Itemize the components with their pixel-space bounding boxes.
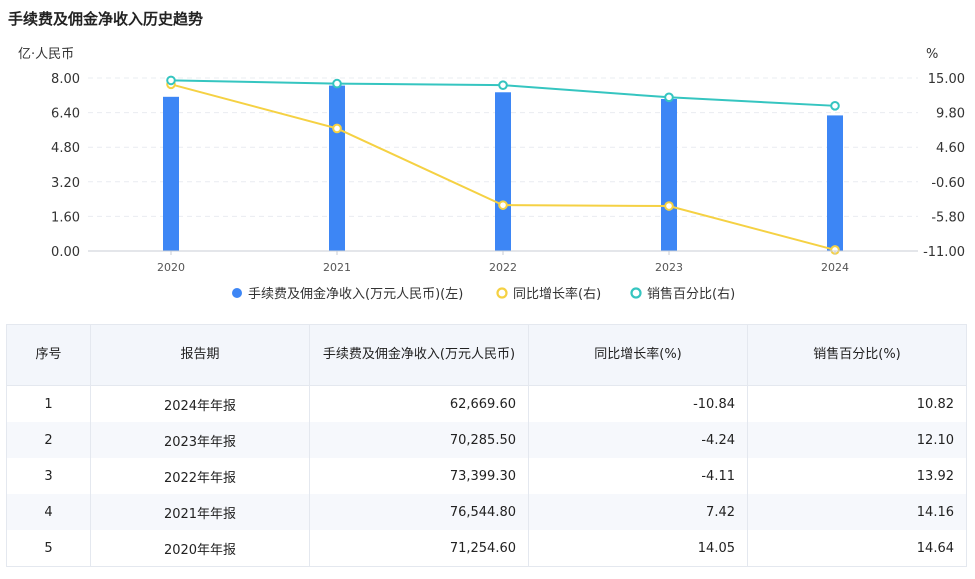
legend-marker [630, 287, 642, 299]
legend-marker [496, 287, 508, 299]
table-cell: 76,544.80 [309, 494, 529, 530]
right-tick-label: 9.80 [936, 107, 965, 122]
x-tick-label: 2024 [821, 261, 849, 274]
left-tick-label: 3.20 [51, 176, 80, 191]
sales-ratio-point [166, 75, 176, 86]
legend-ratio: 销售百分比(右) [630, 286, 735, 302]
table-cell: 5 [6, 530, 91, 567]
table-cell: 73,399.30 [309, 458, 529, 494]
table-cell: -10.84 [528, 385, 748, 422]
legend: 手续费及佣金净收入(万元人民币)(左) 同比增长率(右) 销售百分比(右) [232, 286, 735, 302]
table-cell: 1 [6, 385, 91, 422]
legend-marker [232, 288, 242, 298]
bar [661, 98, 677, 251]
table-row: 3 2022年年报 73,399.30 -4.11 13.92 [6, 458, 967, 494]
table-cell: 7.42 [528, 494, 748, 530]
right-tick-label: -0.60 [931, 176, 965, 191]
sales-ratio-point [332, 78, 342, 89]
bar [163, 96, 179, 251]
table-cell: -4.11 [528, 458, 748, 494]
growth-rate-point [332, 123, 342, 134]
table-cell: 4 [6, 494, 91, 530]
table-cell: 71,254.60 [309, 530, 529, 567]
growth-rate-point [664, 201, 674, 211]
chart: 8.00 15.00 6.40 9.80 4.80 4.60 3.20 -0.60 1.60 -5… [18, 47, 965, 302]
table-cell: 2022年年报 [90, 458, 310, 494]
table-cell: 13.92 [747, 458, 967, 494]
legend-bar: 手续费及佣金净收入(万元人民币)(左) [232, 286, 463, 302]
table-cell: 2021年年报 [90, 494, 310, 530]
column-header: 销售百分比(%) [747, 324, 967, 386]
table-row: 4 2021年年报 76,544.80 7.42 14.16 [6, 494, 967, 530]
sales-ratio-point [664, 92, 674, 103]
column-header: 同比增长率(%) [528, 324, 748, 386]
right-tick-label: -11.00 [923, 245, 965, 260]
table-row: 5 2020年年报 71,254.60 14.05 14.64 [6, 530, 967, 567]
growth-rate-point [498, 200, 508, 210]
x-tick-label: 2021 [323, 261, 351, 274]
bars [163, 85, 843, 252]
x-tick-label: 2022 [489, 261, 517, 274]
bar [827, 115, 843, 251]
left-tick-label: 8.00 [51, 72, 80, 87]
x-tick-label: 2023 [655, 261, 683, 274]
table-cell: 3 [6, 458, 91, 494]
table-cell: 2024年年报 [90, 385, 310, 422]
left-axis-unit: 亿·人民币 [18, 47, 74, 62]
bar [329, 85, 345, 251]
table-cell: 70,285.50 [309, 422, 529, 458]
column-header: 序号 [6, 324, 91, 386]
page-title: 手续费及佣金净收入历史趋势 [8, 10, 204, 28]
bar [495, 92, 511, 252]
right-axis-unit: % [926, 47, 938, 62]
table-cell: 14.16 [747, 494, 967, 530]
table-row: 2 2023年年报 70,285.50 -4.24 12.10 [6, 422, 967, 458]
left-tick-label: 0.00 [51, 245, 80, 260]
table-cell: -4.24 [528, 422, 748, 458]
legend-label: 同比增长率(右) [513, 286, 601, 302]
table-cell: 10.82 [747, 385, 967, 422]
left-tick-label: 6.40 [51, 107, 80, 122]
table-cell: 2 [6, 422, 91, 458]
right-tick-label: 15.00 [928, 72, 965, 87]
sales-ratio-point [830, 101, 840, 111]
legend-growth: 同比增长率(右) [496, 286, 601, 302]
right-tick-label: -5.80 [931, 210, 965, 225]
table-cell: 2020年年报 [90, 530, 310, 567]
column-header: 手续费及佣金净收入(万元人民币) [309, 324, 529, 386]
sales-ratio-point [498, 80, 508, 90]
column-header: 报告期 [90, 324, 310, 386]
lines [166, 75, 840, 255]
axes: 8.00 15.00 6.40 9.80 4.80 4.60 3.20 -0.60 1.60 -5… [18, 47, 965, 274]
right-tick-label: 4.60 [936, 141, 965, 156]
table-header-row: 序号 报告期 手续费及佣金净收入(万元人民币) 同比增长率(%) 销售百分比(%) [6, 324, 967, 386]
table-cell: 62,669.60 [309, 385, 529, 422]
table-cell: 14.05 [528, 530, 748, 567]
table-row: 1 2024年年报 62,669.60 -10.84 10.82 [6, 385, 967, 422]
legend-label: 手续费及佣金净收入(万元人民币)(左) [248, 286, 463, 302]
left-tick-label: 1.60 [51, 210, 80, 225]
legend-label: 销售百分比(右) [647, 286, 735, 302]
x-tick-label: 2020 [157, 261, 185, 274]
table-cell: 12.10 [747, 422, 967, 458]
table-cell: 2023年年报 [90, 422, 310, 458]
table-cell: 14.64 [747, 530, 967, 567]
left-tick-label: 4.80 [51, 141, 80, 156]
